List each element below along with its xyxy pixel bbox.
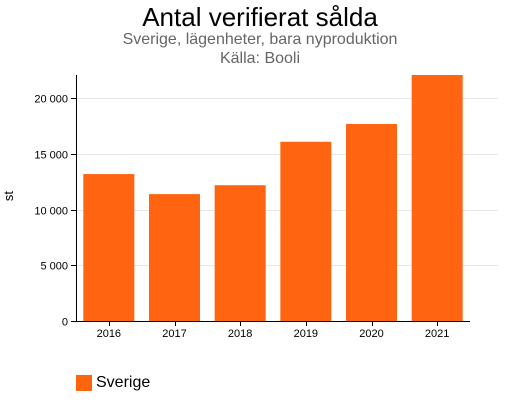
y-tick-label: 10 000 (34, 206, 68, 218)
bar-2019 (280, 141, 332, 321)
y-tick-label: 15 000 (34, 150, 68, 162)
bar-2021 (411, 75, 463, 321)
x-tick-label: 2018 (228, 328, 252, 340)
bar-2018 (214, 185, 266, 321)
y-axis-label: st (1, 191, 16, 202)
bar-2020 (346, 123, 397, 321)
legend-swatch (76, 375, 92, 391)
legend-label: Sverige (96, 374, 151, 391)
y-tick-label: 5 000 (40, 261, 68, 273)
chart-source: Källa: Booli (219, 50, 301, 67)
x-tick-label: 2016 (97, 328, 121, 340)
bar-2016 (83, 174, 135, 321)
y-tick-label: 0 (62, 317, 68, 329)
y-tick-label: 20 000 (34, 94, 68, 106)
x-tick-label: 2021 (425, 328, 449, 340)
x-axis-ticks: 2016 2017 2018 2019 2020 2021 (97, 321, 449, 340)
legend: Sverige (76, 374, 150, 392)
bar-2017 (149, 194, 200, 321)
y-axis-ticks: 0 5 000 10 000 15 000 20 000 (34, 94, 76, 329)
x-tick-label: 2017 (162, 328, 186, 340)
bars (83, 75, 463, 321)
x-tick-label: 2020 (359, 328, 383, 340)
chart-title: Antal verifierat sålda (142, 2, 378, 32)
chart-subtitle: Sverige, lägenheter, bara nyproduktion (122, 31, 398, 48)
x-tick-label: 2019 (294, 328, 318, 340)
axes (76, 75, 470, 322)
